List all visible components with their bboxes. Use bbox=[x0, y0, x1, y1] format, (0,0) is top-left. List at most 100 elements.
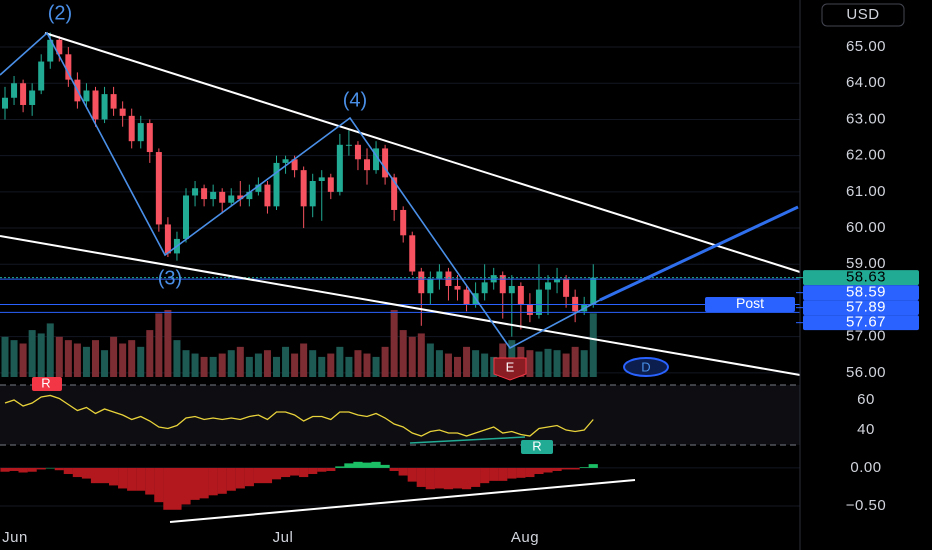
volume-bar bbox=[580, 350, 588, 377]
volume-bar bbox=[363, 353, 371, 377]
macd-bar bbox=[434, 467, 444, 489]
macd-bar bbox=[407, 467, 417, 482]
candle-body bbox=[192, 188, 199, 196]
macd-bar bbox=[244, 467, 254, 487]
macd-bar bbox=[262, 467, 273, 484]
macd-bar bbox=[317, 467, 327, 472]
macd-bar bbox=[489, 467, 499, 481]
price-label: 58.59 bbox=[846, 284, 886, 301]
badge-box bbox=[493, 357, 527, 381]
candle-body bbox=[228, 195, 235, 203]
macd-bar bbox=[54, 467, 64, 471]
y-tick-label: −0.50 bbox=[846, 497, 886, 514]
volume-bar bbox=[526, 350, 534, 377]
macd-bar bbox=[498, 467, 508, 481]
macd-bar bbox=[461, 467, 472, 490]
volume-bar bbox=[209, 356, 217, 377]
y-tick-label: 64.00 bbox=[846, 74, 886, 91]
candle-body bbox=[400, 209, 407, 236]
candle-body bbox=[327, 177, 334, 192]
line-tag: Post bbox=[736, 295, 764, 311]
y-tick-label: 60.00 bbox=[846, 219, 886, 236]
candle-body bbox=[246, 191, 253, 200]
candle-body bbox=[237, 195, 244, 200]
macd-bar bbox=[561, 467, 571, 470]
volume-bar bbox=[472, 350, 480, 377]
volume-bar bbox=[399, 330, 407, 377]
volume-bar bbox=[408, 336, 416, 377]
volume-bar bbox=[146, 330, 154, 377]
badge-circle bbox=[623, 357, 669, 377]
volume-bar bbox=[182, 350, 190, 377]
macd-bar bbox=[507, 467, 517, 479]
candle-body bbox=[499, 275, 506, 294]
candle-body bbox=[219, 191, 226, 203]
volume-bar bbox=[327, 353, 335, 377]
price-label: 57.89 bbox=[846, 299, 886, 316]
currency: USD bbox=[846, 6, 879, 23]
badge-box bbox=[521, 440, 553, 454]
candle-body bbox=[391, 177, 398, 210]
macd-bar bbox=[72, 467, 82, 478]
macd-bar bbox=[380, 464, 390, 468]
volume-bar bbox=[19, 343, 27, 377]
candle-body bbox=[508, 285, 515, 294]
macd-bar bbox=[45, 467, 55, 469]
price-label-box bbox=[803, 300, 919, 316]
candle-body bbox=[273, 162, 280, 207]
volume-bar bbox=[173, 340, 181, 377]
volume-bar bbox=[10, 340, 18, 377]
volume-bar bbox=[309, 350, 317, 377]
volume-bar bbox=[200, 356, 208, 377]
volume-bar bbox=[435, 350, 443, 377]
candle-body bbox=[137, 123, 144, 142]
macd-bar bbox=[579, 467, 589, 468]
volume-bar bbox=[155, 313, 163, 377]
macd-bar bbox=[145, 467, 155, 495]
volume-bar bbox=[535, 351, 543, 377]
volume-bar bbox=[390, 310, 398, 377]
badges: R R E D bbox=[32, 357, 669, 454]
volume-bar bbox=[191, 353, 199, 377]
volume-bar bbox=[101, 350, 109, 377]
macd-bar bbox=[471, 467, 481, 487]
macd-bar bbox=[181, 467, 191, 505]
macd-bar bbox=[136, 467, 146, 491]
volume-bar bbox=[481, 353, 489, 377]
volume-bar bbox=[110, 336, 118, 377]
volume-bar bbox=[119, 343, 127, 377]
candle-body bbox=[409, 235, 416, 272]
candle-body bbox=[264, 184, 271, 207]
candle-body bbox=[11, 83, 18, 98]
wave-label: (3) bbox=[158, 267, 182, 289]
volume-bar bbox=[544, 348, 552, 377]
candle-body bbox=[463, 289, 470, 305]
y-tick-label: 40 bbox=[857, 421, 875, 438]
candle-body bbox=[255, 184, 262, 192]
volume-bar bbox=[218, 353, 226, 377]
macd-bar bbox=[127, 467, 137, 491]
wave-label: (2) bbox=[48, 2, 72, 24]
candle-body bbox=[183, 195, 189, 239]
macd-bar bbox=[190, 467, 200, 500]
rsi-band bbox=[0, 384, 800, 446]
candle-body bbox=[29, 90, 36, 105]
volume-bar bbox=[300, 343, 308, 377]
macd-bar bbox=[81, 467, 92, 479]
volume-bar bbox=[354, 350, 362, 377]
volume-bar bbox=[254, 353, 262, 377]
candle-body bbox=[545, 282, 551, 290]
projection-line bbox=[599, 205, 799, 302]
volume-bar bbox=[291, 353, 299, 377]
rsi-line bbox=[4, 394, 594, 437]
volume-bar bbox=[37, 333, 45, 377]
badge-r: R bbox=[41, 375, 50, 390]
macd-bar bbox=[118, 467, 128, 489]
macd-bar bbox=[335, 466, 345, 468]
macd-bar bbox=[398, 467, 408, 476]
trendline bbox=[44, 32, 801, 273]
volume-bar bbox=[236, 346, 244, 377]
candle-body bbox=[535, 289, 542, 315]
plot-layer: Post bbox=[0, 32, 800, 510]
